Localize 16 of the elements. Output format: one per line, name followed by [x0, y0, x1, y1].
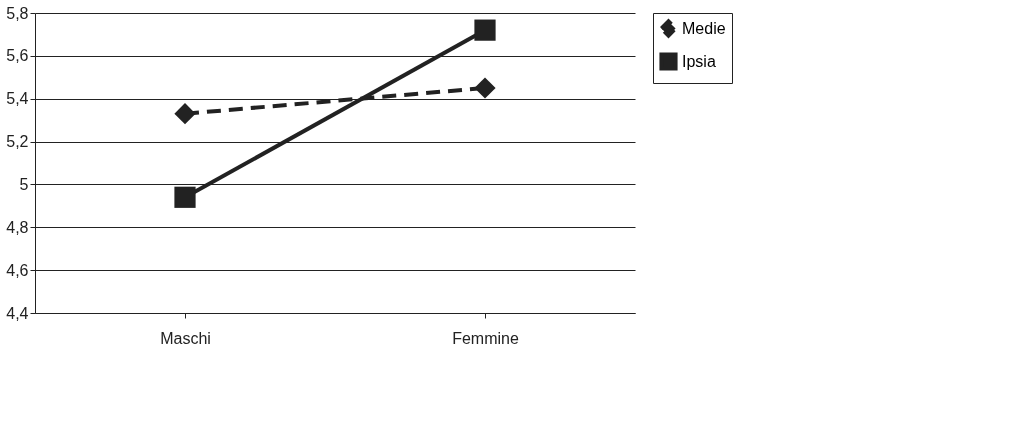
y-tick-label: 4,6	[6, 261, 29, 279]
legend-label: Ipsia	[682, 52, 716, 70]
point	[474, 77, 496, 99]
point	[174, 186, 196, 208]
y-tick-label: 5,2	[6, 133, 29, 151]
y-tick-label: 5,8	[6, 4, 29, 22]
y-tick-label: 5,6	[6, 47, 29, 65]
x-tick-label: Maschi	[160, 329, 211, 347]
point	[474, 19, 496, 41]
y-tick-label: 5	[19, 175, 29, 193]
x-tick-label: Femmine	[452, 329, 519, 347]
y-tick-label: 4,4	[6, 304, 29, 322]
y-tick-label: 5,4	[6, 90, 29, 108]
y-tick-label: 4,8	[6, 218, 29, 236]
point	[174, 103, 196, 125]
legend-label: Medie	[682, 19, 726, 37]
